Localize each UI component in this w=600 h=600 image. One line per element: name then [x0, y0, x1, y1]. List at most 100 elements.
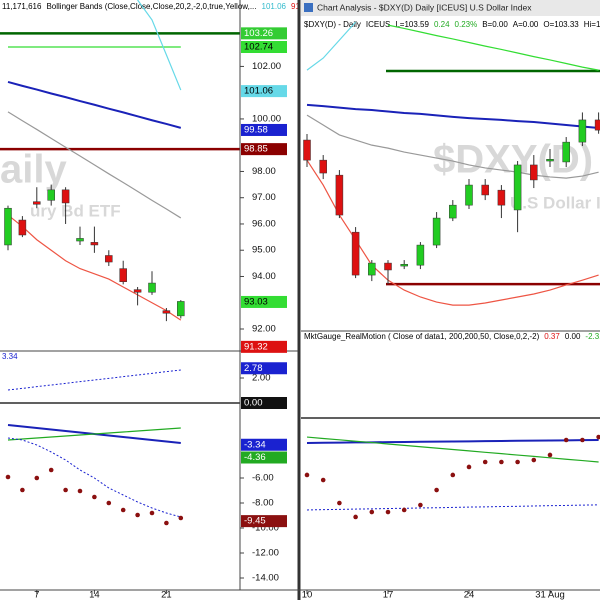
pane-header: MktGauge_RealMotion ( Close of data1, 20…	[304, 332, 600, 341]
watermark: ury Bd ETF	[30, 201, 121, 220]
candle-body	[368, 262, 376, 276]
indicator-dot	[450, 472, 456, 478]
y-tick-label: 96.00	[252, 218, 276, 229]
price-badge-label: 0.00	[244, 398, 263, 409]
indicator-line	[306, 504, 599, 511]
price-badge-label: -4.36	[244, 452, 266, 463]
price-badge-label: 99.58	[244, 124, 268, 135]
candle-body	[335, 174, 344, 216]
indicator-line	[306, 103, 599, 130]
indicator-line	[387, 24, 599, 71]
candle-body	[319, 159, 327, 174]
title-bar	[301, 0, 600, 16]
y-tick-label: -6.00	[252, 473, 274, 484]
x-tick-label: 7	[34, 590, 39, 600]
header-item: MktGauge_RealMotion ( Close of data1, 20…	[304, 332, 540, 341]
header-item: 11,171,616	[2, 2, 42, 11]
x-tick-label: 21	[161, 590, 172, 600]
y-tick-label: 97.00	[252, 192, 276, 203]
candle-body	[530, 164, 538, 181]
price-badge	[241, 451, 287, 464]
header-item: 0.23%	[455, 20, 478, 29]
left-window: aily ury Bd ETF 11,171,616 Bollinger Bands …	[0, 0, 307, 526]
price-badge-label: -3.34	[244, 439, 266, 450]
candle-body	[497, 189, 506, 206]
price-badge-label: 93.03	[244, 296, 268, 307]
indicator-line	[306, 439, 599, 444]
candle-body	[594, 119, 600, 131]
indicator-line	[7, 437, 181, 518]
indicator-dot	[178, 515, 184, 521]
price-badge	[241, 295, 287, 308]
header-item: L=103.59	[395, 20, 429, 29]
price-badge	[241, 27, 287, 40]
indicator-dot	[401, 507, 407, 513]
candle-body	[4, 207, 12, 246]
price-badge-label: 103.26	[244, 28, 273, 39]
price-badge-label: 91.32	[244, 341, 268, 352]
indicator-dot	[434, 487, 439, 493]
header-item: 0.37	[544, 332, 560, 341]
y-tick-label: 102.00	[252, 61, 281, 72]
indicator-line	[7, 214, 182, 321]
y-tick-label: 94.00	[252, 271, 276, 282]
header-item: 101.06	[262, 2, 287, 11]
x-tick-label: 14	[89, 590, 100, 600]
price-badge-label: 98.85	[244, 144, 268, 155]
x-tick-label: 24	[464, 590, 475, 600]
candle-body	[133, 289, 142, 293]
indicator-dot	[149, 510, 155, 516]
price-badge-label: -9.45	[244, 516, 266, 527]
indicator-line	[7, 427, 181, 441]
candle-body	[61, 189, 70, 204]
indicator-line	[306, 114, 599, 179]
pane-header: $DXY(D) - Daily ICEUS L=103.59 0.24 0.23% B=0…	[304, 20, 600, 29]
candle-body	[18, 219, 27, 236]
y-tick-label: -10.00	[252, 523, 279, 534]
indicator-dot	[466, 464, 472, 470]
header-item: B=0.00	[482, 20, 508, 29]
indicator-dot	[304, 472, 310, 478]
x-tick-label: 17	[383, 590, 394, 600]
indicator-dot	[34, 475, 40, 481]
header-item: $DXY(D) - Daily	[304, 20, 361, 29]
indicator-dot	[135, 512, 140, 518]
header-item: 0.24	[434, 20, 450, 29]
indicator-dot	[48, 467, 54, 473]
x-tick-label: 10	[302, 590, 313, 600]
indicator-dot	[563, 437, 569, 443]
candle-body	[351, 231, 360, 276]
y-tick-label: 92.00	[252, 324, 276, 335]
indicator-line	[7, 80, 182, 129]
candle-body	[416, 244, 425, 266]
header-item: Hi=103.72	[584, 20, 600, 29]
indicator-dot	[369, 509, 375, 515]
candle-body	[513, 164, 522, 211]
x-tick-label: 31 Aug	[535, 590, 565, 600]
candle-body	[465, 184, 473, 206]
candle-body	[303, 139, 311, 161]
price-badge-label: 2.78	[244, 363, 263, 374]
candle-body	[148, 282, 156, 293]
indicator-dot	[77, 488, 83, 494]
candle-body	[481, 184, 489, 196]
pane-header: 11,171,616 Bollinger Bands (Close,Close,C…	[2, 2, 307, 11]
watermark: aily	[0, 148, 67, 192]
price-badge	[241, 123, 287, 136]
indicator-dot	[596, 434, 600, 440]
candle-body	[119, 268, 127, 282]
window-title: Chart Analysis - $DXY(D) Daily [ICEUS] U…	[317, 2, 532, 12]
y-tick-label: 95.00	[252, 245, 276, 256]
candle-body	[449, 204, 457, 219]
y-tick-label: 100.00	[252, 113, 281, 124]
app-icon	[304, 3, 313, 12]
price-badge	[241, 340, 287, 353]
indicator-dot	[106, 500, 112, 506]
indicator-dot	[337, 500, 342, 506]
y-tick-label: -12.00	[252, 548, 279, 559]
indicator-line	[7, 369, 181, 391]
candle-body	[562, 141, 570, 163]
price-badge	[241, 515, 287, 528]
indicator-dot	[120, 507, 126, 513]
